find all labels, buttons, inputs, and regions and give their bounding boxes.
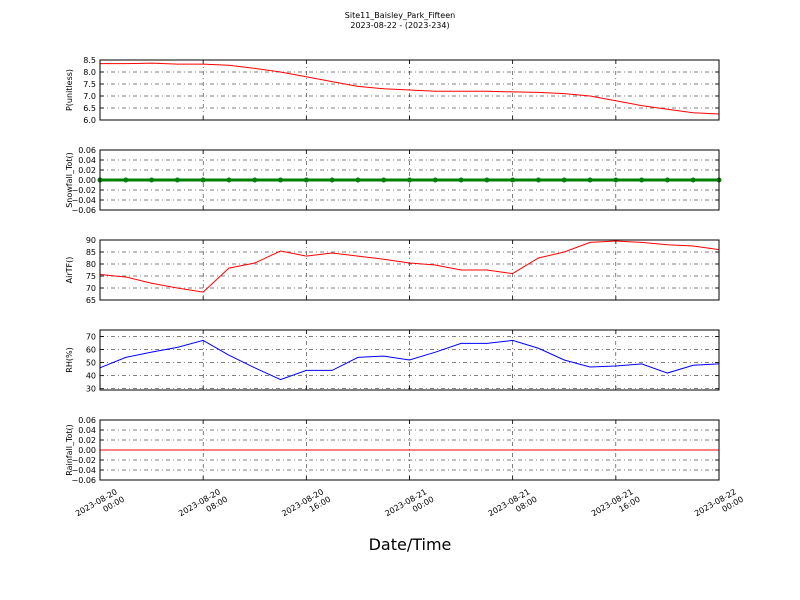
y-tick-label: −0.06: [71, 206, 96, 215]
x-axis-label: Date/Time: [369, 535, 452, 554]
y-tick-label: 0.00: [78, 446, 96, 455]
data-line: [100, 62, 720, 115]
y-tick-label: 6.0: [83, 116, 96, 125]
data-marker: [664, 177, 670, 183]
data-marker: [407, 177, 412, 183]
y-tick-label: 7.5: [83, 80, 96, 89]
y-axis-label: Snowfall_Tot(): [65, 152, 74, 208]
data-marker: [149, 177, 155, 183]
data-marker: [510, 177, 516, 183]
y-tick-label: 30: [86, 385, 96, 394]
y-tick-label: 70: [86, 333, 96, 342]
title: Site11_Baisley_Park_Fifteen: [345, 11, 455, 20]
y-tick-label: 40: [86, 372, 96, 381]
y-axis-label: P(unitless): [65, 69, 74, 111]
subtitle: 2023-08-22 - (2023-234): [350, 21, 449, 30]
axes-frame: [99, 419, 720, 481]
y-tick-label: 90: [86, 236, 96, 245]
y-tick-label: 8.5: [83, 56, 96, 65]
y-axis-label: Rainfall_Tot(): [65, 424, 74, 476]
data-marker: [174, 177, 180, 183]
data-marker: [458, 177, 464, 183]
y-axis-label: RH(%): [65, 347, 74, 372]
subplot: 6.0 6.5 7.0 7.5 8.0 8.5 P(unitless): [65, 56, 720, 125]
y-tick-label: −0.02: [71, 456, 96, 465]
y-tick-label: 0.02: [78, 166, 96, 175]
y-tick-label: 8.0: [83, 68, 96, 77]
data-marker: [200, 177, 206, 183]
y-tick-label: 0.04: [78, 156, 96, 165]
data-marker: [561, 177, 567, 183]
y-tick-label: 60: [86, 346, 96, 355]
y-tick-label: 80: [86, 260, 96, 269]
data-marker: [535, 177, 541, 183]
data-marker: [329, 177, 335, 183]
y-tick-label: −0.02: [71, 186, 96, 195]
data-marker: [278, 177, 284, 183]
y-tick-label: 65: [86, 296, 96, 305]
axes-frame: [99, 239, 720, 301]
data-marker: [226, 177, 232, 183]
axes-frame: [99, 329, 720, 391]
y-tick-label: 0.04: [78, 426, 96, 435]
y-tick-label: 0.00: [78, 176, 96, 185]
y-tick-label: 7.0: [83, 92, 96, 101]
y-tick-label: 6.5: [83, 104, 96, 113]
data-marker: [432, 177, 438, 183]
y-tick-label: 0.06: [78, 416, 96, 425]
y-tick-label: 70: [86, 284, 96, 293]
data-marker: [355, 177, 361, 183]
data-line: [99, 339, 720, 381]
data-marker: [252, 177, 258, 183]
y-tick-label: 0.02: [78, 436, 96, 445]
subplot: 30 40 50 60 70 RH(%): [65, 330, 720, 394]
y-axis-label: AirTF(): [65, 257, 74, 284]
y-tick-label: 85: [86, 248, 96, 257]
y-tick-label: 50: [86, 359, 96, 368]
y-tick-label: −0.04: [71, 196, 96, 205]
axes-frame: [99, 149, 720, 211]
y-tick-label: 75: [86, 272, 96, 281]
y-tick-label: −0.04: [71, 466, 96, 475]
data-marker: [484, 177, 490, 183]
data-marker: [613, 177, 619, 183]
y-tick-label: −0.06: [71, 476, 96, 485]
y-tick-label: 0.06: [78, 146, 96, 155]
data-marker: [690, 177, 696, 183]
axes-frame: [99, 59, 720, 121]
data-marker: [123, 177, 129, 183]
data-marker: [639, 177, 645, 183]
data-marker: [587, 177, 593, 183]
data-marker: [303, 177, 309, 183]
data-marker: [381, 177, 387, 183]
data-line: [99, 240, 720, 293]
